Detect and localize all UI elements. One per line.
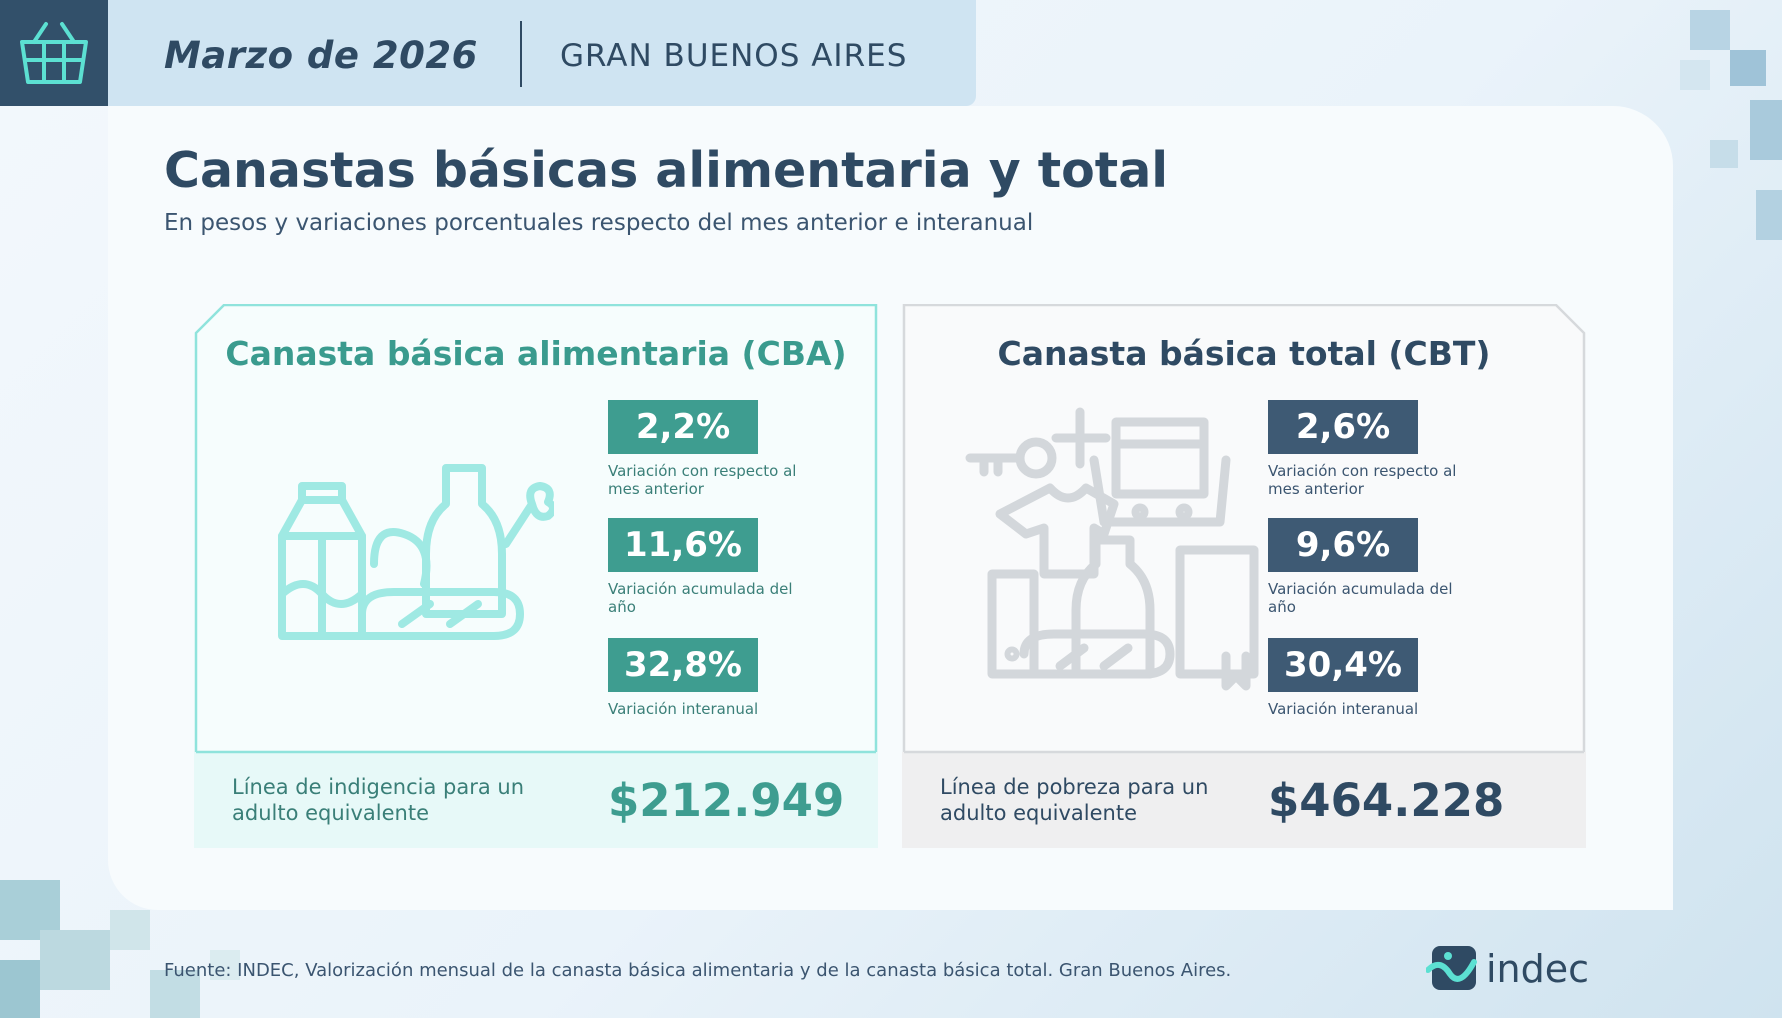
source-note: Fuente: INDEC, Valorización mensual de l… bbox=[164, 960, 1232, 981]
cba-stat-monthly: 2,2% Variación con respecto al mes anter… bbox=[608, 400, 808, 498]
cba-stat-monthly-label: Variación con respecto al mes anterior bbox=[608, 462, 797, 498]
report-region: GRAN BUENOS AIRES bbox=[560, 38, 908, 74]
cbt-line-value: $464.228 bbox=[1268, 774, 1505, 827]
indec-logo-icon bbox=[1426, 946, 1477, 990]
cba-indigence-line: Línea de indigencia para un adulto equiv… bbox=[194, 752, 878, 848]
basket-icon bbox=[20, 22, 88, 84]
food-groceries-icon bbox=[278, 464, 554, 640]
header-bar bbox=[0, 0, 976, 106]
goods-services-icon bbox=[965, 407, 1259, 691]
page-subtitle: En pesos y variaciones porcentuales resp… bbox=[164, 210, 1034, 236]
cbt-stat-yoy-value: 30,4% bbox=[1268, 638, 1418, 692]
report-date: Marzo de 2026 bbox=[164, 34, 478, 77]
cba-stat-yoy: 32,8% Variación interanual bbox=[608, 638, 808, 718]
cba-stat-ytd-value: 11,6% bbox=[608, 518, 758, 572]
indec-logo-text: indec bbox=[1486, 947, 1590, 991]
cbt-stat-yoy: 30,4% Variación interanual bbox=[1268, 638, 1468, 718]
cba-line-label: Línea de indigencia para un adulto equiv… bbox=[232, 775, 525, 825]
cbt-stat-ytd-value: 9,6% bbox=[1268, 518, 1418, 572]
cbt-stat-monthly-label: Variación con respecto al mes anterior bbox=[1268, 462, 1457, 498]
cba-stat-yoy-value: 32,8% bbox=[608, 638, 758, 692]
cbt-poverty-line: Línea de pobreza para un adulto equivale… bbox=[902, 752, 1586, 848]
cba-stat-ytd-label: Variación acumulada del año bbox=[608, 580, 793, 616]
cba-stat-yoy-label: Variación interanual bbox=[608, 700, 759, 718]
cba-stat-ytd: 11,6% Variación acumulada del año bbox=[608, 518, 808, 616]
header-icon-box bbox=[0, 0, 108, 106]
pixel-decoration-top-right bbox=[1660, 0, 1782, 260]
cbt-stat-ytd: 9,6% Variación acumulada del año bbox=[1268, 518, 1468, 616]
cba-stat-monthly-value: 2,2% bbox=[608, 400, 758, 454]
cbt-stat-monthly-value: 2,6% bbox=[1268, 400, 1418, 454]
cba-line-value: $212.949 bbox=[608, 774, 845, 827]
header-divider bbox=[520, 21, 522, 87]
cba-footer-divider bbox=[196, 750, 876, 754]
cbt-stat-ytd-label: Variación acumulada del año bbox=[1268, 580, 1453, 616]
cbt-stat-yoy-label: Variación interanual bbox=[1268, 700, 1419, 718]
pixel-decoration-bottom-left bbox=[0, 870, 260, 1018]
page-title: Canastas básicas alimentaria y total bbox=[164, 142, 1169, 199]
cbt-stat-monthly: 2,6% Variación con respecto al mes anter… bbox=[1268, 400, 1468, 498]
cbt-panel: Canasta básica total (CBT) 2,6% Variació… bbox=[902, 304, 1586, 848]
cbt-title: Canasta básica total (CBT) bbox=[997, 334, 1491, 373]
cbt-line-label: Línea de pobreza para un adulto equivale… bbox=[940, 775, 1209, 825]
cba-title: Canasta básica alimentaria (CBA) bbox=[225, 334, 847, 373]
cbt-footer-divider bbox=[904, 750, 1584, 754]
indec-logo: indec bbox=[1426, 944, 1589, 994]
cba-panel: Canasta básica alimentaria (CBA) 2,2% Va… bbox=[194, 304, 878, 848]
